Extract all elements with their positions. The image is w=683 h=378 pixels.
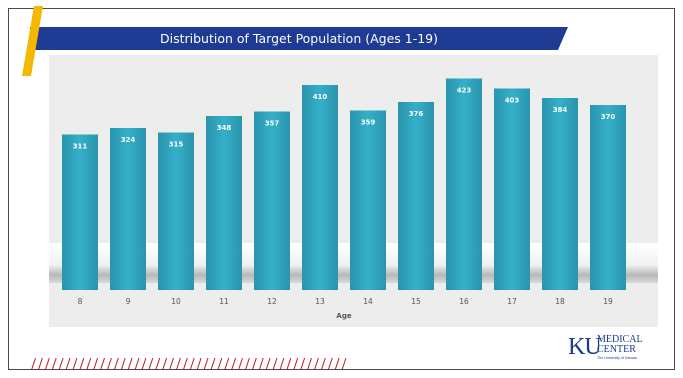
hatch-stroke [217,357,223,371]
data-label-16: 423 [457,87,472,95]
x-tick-12: 12 [267,297,277,306]
hatch-decoration [31,357,347,371]
hatch-stroke [272,357,278,371]
hatch-stroke [100,357,105,371]
hatch-stroke [224,357,230,371]
hatch-stroke [58,357,64,371]
data-label-15: 376 [409,110,424,118]
data-label-12: 357 [265,120,280,128]
bar-19 [590,105,626,290]
data-label-19: 370 [601,113,616,121]
hatch-stroke [169,357,174,371]
hatch-stroke [244,357,250,371]
hatch-stroke [141,357,147,371]
hatch-stroke [148,357,154,371]
data-label-18: 384 [553,106,568,114]
hatch-stroke [134,357,140,371]
data-label-10: 315 [169,141,184,149]
bar-8 [62,134,98,290]
hatch-stroke [196,357,202,371]
chart-title: Distribution of Target Population (Ages … [160,31,438,46]
hatch-stroke [293,357,299,371]
x-tick-18: 18 [555,297,565,306]
x-tick-8: 8 [78,297,83,306]
data-label-13: 410 [313,93,328,101]
slide-frame [8,8,675,370]
hatch-stroke [175,357,181,371]
data-label-8: 311 [73,143,88,151]
bar-14 [350,110,386,290]
x-tick-14: 14 [363,297,373,306]
bar-17 [494,88,530,290]
bar-11 [206,116,242,290]
bar-18 [542,98,578,290]
logo-mark: KU [568,334,602,360]
data-label-17: 403 [505,97,520,105]
x-tick-13: 13 [315,297,325,306]
hatch-stroke [258,357,264,371]
hatch-stroke [203,357,209,371]
hatch-stroke [86,357,92,371]
hatch-stroke [44,357,50,371]
x-tick-15: 15 [411,297,421,306]
hatch-stroke [313,357,319,371]
hatch-stroke [279,357,285,371]
x-axis-label: Age [336,312,351,320]
hatch-stroke [79,357,85,371]
hatch-stroke [251,357,257,371]
hatch-stroke [189,357,195,371]
hatch-stroke [231,357,237,371]
bar-chart: 311 324 315 348 357 410 359 376 423 403 384 370 8 9 1… [49,55,658,327]
hatch-stroke [31,357,36,371]
ku-medical-center-logo: KU MEDICAL CENTER The University of Kans… [568,334,648,361]
hatch-stroke [334,357,340,371]
x-tick-16: 16 [459,297,469,306]
data-label-11: 348 [217,124,232,132]
hatch-stroke [51,357,57,371]
bar-16 [446,78,482,290]
hatch-stroke [37,357,43,371]
hatch-stroke [65,357,71,371]
logo-line1: MEDICAL [597,334,643,345]
hatch-stroke [300,357,306,371]
hatch-stroke [327,357,333,371]
data-label-14: 359 [361,119,376,127]
hatch-stroke [93,357,99,371]
hatch-stroke [106,357,112,371]
hatch-stroke [307,357,312,371]
title-banner [30,27,568,50]
hatch-stroke [210,357,216,371]
x-tick-10: 10 [171,297,181,306]
x-tick-17: 17 [507,297,517,306]
hatch-stroke [162,357,168,371]
logo-line2: CENTER [597,344,636,355]
bar-13 [302,85,338,290]
x-tick-19: 19 [603,297,613,306]
bar-15 [398,102,434,290]
hatch-stroke [72,357,78,371]
bar-9 [110,128,146,290]
hatch-stroke [120,357,126,371]
bar-10 [158,132,194,290]
hatch-stroke [286,357,292,371]
hatch-stroke [265,357,271,371]
bar-12 [254,111,290,290]
hatch-stroke [341,357,347,371]
hatch-stroke [127,357,133,371]
hatch-stroke [238,357,243,371]
hatch-stroke [155,357,161,371]
hatch-stroke [320,357,326,371]
data-label-9: 324 [121,136,136,144]
logo-line3: The University of Kansas [597,356,637,360]
x-tick-9: 9 [126,297,131,306]
hatch-stroke [113,357,119,371]
hatch-stroke [182,357,188,371]
x-tick-11: 11 [219,297,229,306]
